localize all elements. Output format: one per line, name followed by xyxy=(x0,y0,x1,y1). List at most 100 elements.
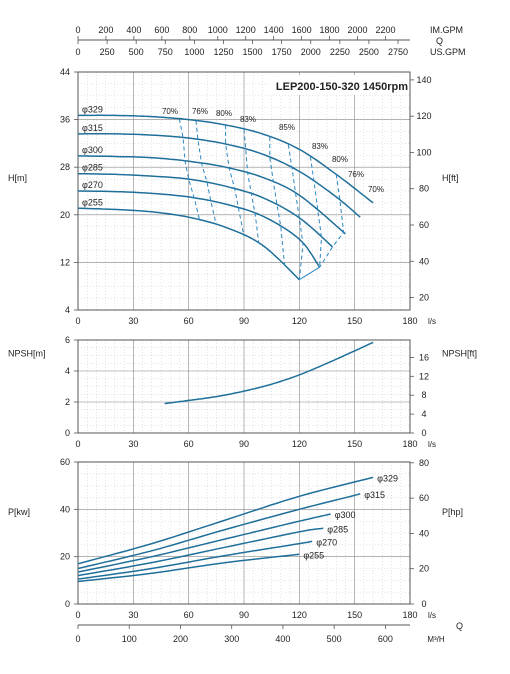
efficiency-label: 83% xyxy=(312,142,328,151)
y2-tick-label: 20 xyxy=(419,293,429,303)
title-box xyxy=(270,75,408,95)
chart-title: LEP200-150-320 1450rpm xyxy=(276,81,408,93)
y-tick-label: 2 xyxy=(65,397,70,407)
m3h-tick-label: 0 xyxy=(75,634,80,644)
y2-tick-label: 0 xyxy=(421,428,426,438)
series-label: φ300 xyxy=(82,145,103,155)
x-tick-label: 30 xyxy=(128,439,138,449)
im-gpm-tick-label: 1400 xyxy=(264,25,284,35)
series-label: φ285 xyxy=(82,163,103,173)
im-gpm-tick-label: 1600 xyxy=(292,25,312,35)
efficiency-isoline xyxy=(178,118,201,221)
y2-tick-label: 140 xyxy=(416,75,431,85)
series-line xyxy=(78,133,361,218)
y-tick-label: 20 xyxy=(60,210,70,220)
us-gpm-tick-label: 1000 xyxy=(184,47,204,57)
y-axis-title: NPSH[m] xyxy=(8,349,46,359)
series-label: φ270 xyxy=(82,180,103,190)
series-line xyxy=(78,207,300,281)
im-gpm-tick-label: 1000 xyxy=(208,25,228,35)
im-gpm-label: IM.GPM xyxy=(430,25,463,35)
series-line xyxy=(164,341,374,405)
y2-tick-label: 60 xyxy=(419,220,429,230)
x-tick-label: 120 xyxy=(292,439,307,449)
y-tick-label: 60 xyxy=(60,457,70,467)
efficiency-isoline xyxy=(287,144,304,280)
x-tick-label: 0 xyxy=(75,610,80,620)
y-tick-label: 40 xyxy=(60,504,70,514)
top-q-label: Q xyxy=(436,36,443,46)
y2-axis-title: H[ft] xyxy=(442,173,459,183)
efficiency-label: 83% xyxy=(240,115,256,124)
x-tick-label: 120 xyxy=(292,316,307,326)
efficiency-label: 80% xyxy=(216,109,232,118)
series-label: φ315 xyxy=(364,490,385,500)
series-line xyxy=(78,190,321,268)
efficiency-label: 85% xyxy=(279,123,295,132)
y-tick-label: 0 xyxy=(65,428,70,438)
y-tick-label: 6 xyxy=(65,335,70,345)
efficiency-isoline xyxy=(225,125,245,237)
x-tick-label: 60 xyxy=(184,316,194,326)
us-gpm-tick-label: 500 xyxy=(129,47,144,57)
im-gpm-tick-label: 400 xyxy=(126,25,141,35)
y-tick-label: 20 xyxy=(60,552,70,562)
efficiency-isoline xyxy=(243,129,260,244)
y2-tick-label: 100 xyxy=(416,147,431,157)
y2-tick-label: 40 xyxy=(419,528,429,538)
y2-tick-label: 4 xyxy=(421,409,426,419)
x-tick-label: 150 xyxy=(347,439,362,449)
im-gpm-tick-label: 2200 xyxy=(375,25,395,35)
x-tick-label: 90 xyxy=(239,439,249,449)
x-tick-label: 60 xyxy=(184,610,194,620)
x-tick-label: 180 xyxy=(402,316,417,326)
us-gpm-tick-label: 2000 xyxy=(301,47,321,57)
im-gpm-tick-label: 200 xyxy=(98,25,113,35)
us-gpm-tick-label: 2500 xyxy=(359,47,379,57)
y-tick-label: 36 xyxy=(60,115,70,125)
us-gpm-tick-label: 1250 xyxy=(213,47,233,57)
y2-tick-label: 16 xyxy=(419,352,429,362)
im-gpm-tick-label: 1800 xyxy=(320,25,340,35)
bottom-flow-axis: 0 100 200 300 400 500 600 M³/H Q xyxy=(75,621,463,644)
series-line xyxy=(78,155,346,235)
us-gpm-tick-label: 1750 xyxy=(272,47,292,57)
series-line xyxy=(77,476,374,565)
y2-tick-label: 80 xyxy=(419,458,429,468)
us-gpm-tick-label: 750 xyxy=(158,47,173,57)
x-tick-label: 180 xyxy=(402,610,417,620)
series-label: φ255 xyxy=(82,197,103,207)
m3h-label: M³/H xyxy=(427,635,445,644)
efficiency-label: 76% xyxy=(192,107,208,116)
series-line xyxy=(77,540,313,580)
y2-tick-label: 8 xyxy=(421,390,426,400)
y-tick-label: 44 xyxy=(60,67,70,77)
series-line xyxy=(77,553,300,583)
m3h-tick-label: 500 xyxy=(327,634,342,644)
us-gpm-tick-label: 0 xyxy=(75,47,80,57)
efficiency-label: 70% xyxy=(162,107,178,116)
x-tick-label: 30 xyxy=(128,610,138,620)
efficiency-isoline xyxy=(299,156,323,281)
x-tick-label: 90 xyxy=(239,316,249,326)
x-tick-label: 60 xyxy=(184,439,194,449)
y2-axis-title: NPSH[ft] xyxy=(442,349,477,359)
series-label: φ300 xyxy=(335,510,356,520)
plot-frame xyxy=(77,339,411,434)
series-line xyxy=(77,513,331,573)
efficiency-isoline xyxy=(299,174,345,281)
x-tick-label: 150 xyxy=(347,316,362,326)
x-tick-label: 120 xyxy=(292,610,307,620)
efficiency-label: 76% xyxy=(348,170,364,179)
series-label: φ270 xyxy=(316,537,337,547)
im-gpm-tick-label: 600 xyxy=(154,25,169,35)
efficiency-isoline xyxy=(195,120,217,225)
series-line xyxy=(77,527,324,577)
y2-tick-label: 40 xyxy=(419,256,429,266)
y2-tick-label: 0 xyxy=(421,599,426,609)
plot-frame xyxy=(77,461,411,605)
x-axis-unit-label: l/s xyxy=(428,317,436,326)
bottom-q-label: Q xyxy=(456,621,463,631)
